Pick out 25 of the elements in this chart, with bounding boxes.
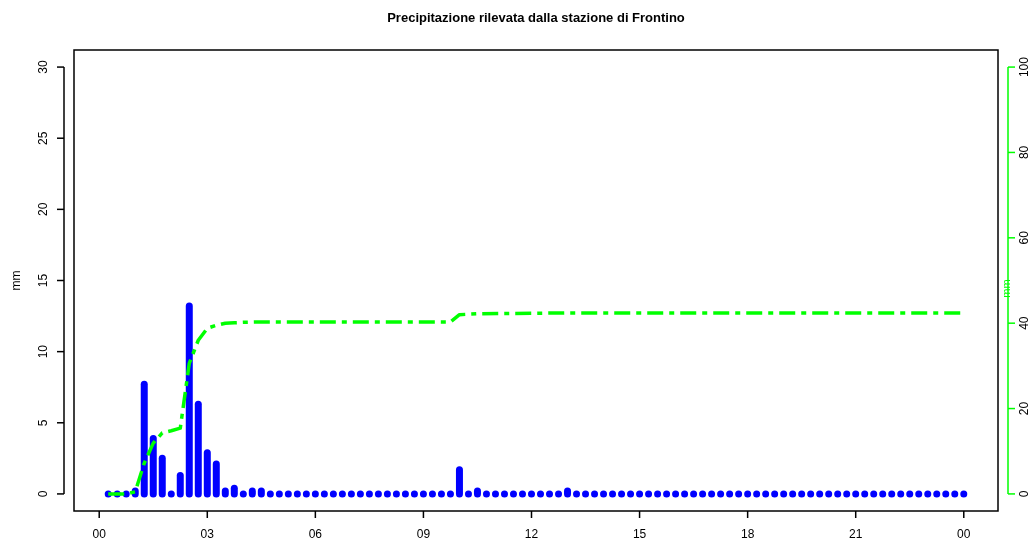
x-tick-label: 12: [524, 527, 539, 541]
x-tick-label: 00: [92, 527, 107, 541]
x-tick-label: 06: [308, 527, 323, 541]
y-tick-label: 25: [36, 131, 50, 145]
y2-tick-label: 100: [1017, 56, 1031, 78]
y2-axis-title: mm: [1000, 279, 1012, 298]
y-axis-title: mm: [9, 270, 23, 291]
x-tick-label: 03: [200, 527, 215, 541]
y2-tick-label: 40: [1017, 316, 1031, 330]
x-tick-label: 09: [416, 527, 431, 541]
y-tick-label: 10: [36, 344, 50, 359]
y-tick-label: 20: [36, 202, 50, 217]
y-tick-label: 15: [36, 273, 50, 288]
x-tick-label: 18: [740, 527, 755, 541]
y-tick-label: 5: [36, 419, 50, 427]
y2-tick-label: 80: [1017, 145, 1031, 160]
y2-tick-label: 60: [1017, 230, 1031, 245]
x-tick-label: 00: [957, 527, 971, 541]
y2-tick-label: 20: [1017, 401, 1031, 416]
chart-title: Precipitazione rilevata dalla stazione di Frontino: [387, 10, 685, 25]
x-tick-label: 21: [849, 527, 863, 541]
y2-tick-label: 0: [1017, 490, 1031, 498]
y-tick-label: 30: [36, 60, 50, 74]
x-tick-label: 15: [632, 527, 647, 541]
y-tick-label: 0: [36, 490, 50, 498]
